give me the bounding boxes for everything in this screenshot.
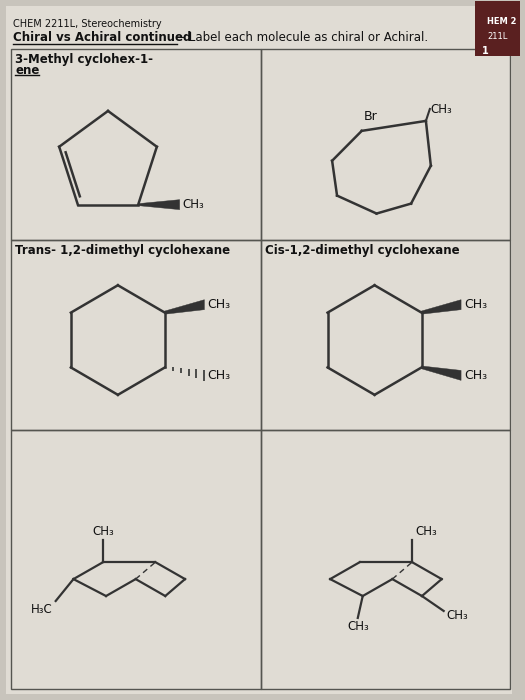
Text: CHEM 2211L, Stereochemistry: CHEM 2211L, Stereochemistry bbox=[13, 20, 162, 29]
Bar bbox=[261, 430, 510, 689]
Text: Chiral vs Achiral continued: Chiral vs Achiral continued bbox=[13, 32, 192, 44]
Text: 211L: 211L bbox=[487, 32, 508, 41]
Text: H₃C: H₃C bbox=[31, 603, 52, 616]
Polygon shape bbox=[138, 199, 180, 209]
Text: HEM 2: HEM 2 bbox=[487, 17, 517, 26]
Text: - Label each molecule as chiral or Achiral.: - Label each molecule as chiral or Achir… bbox=[177, 32, 428, 44]
Text: CH₃: CH₃ bbox=[464, 298, 487, 312]
Text: 1: 1 bbox=[482, 46, 489, 56]
Text: CH₃: CH₃ bbox=[347, 620, 369, 633]
Polygon shape bbox=[421, 366, 461, 380]
Polygon shape bbox=[164, 300, 204, 314]
Bar bbox=[261, 49, 510, 240]
Text: Br: Br bbox=[364, 110, 377, 123]
Polygon shape bbox=[475, 1, 520, 56]
Polygon shape bbox=[421, 300, 461, 314]
Text: CH₃: CH₃ bbox=[207, 369, 230, 382]
Text: CH₃: CH₃ bbox=[447, 609, 468, 622]
Text: Trans- 1,2-dimethyl cyclohexane: Trans- 1,2-dimethyl cyclohexane bbox=[15, 244, 230, 258]
Text: 3-Methyl cyclohex-1-: 3-Methyl cyclohex-1- bbox=[15, 53, 153, 66]
Text: Cis-1,2-dimethyl cyclohexane: Cis-1,2-dimethyl cyclohexane bbox=[265, 244, 459, 258]
Text: CH₃: CH₃ bbox=[415, 525, 437, 538]
Text: CH₃: CH₃ bbox=[431, 103, 453, 116]
Text: CH₃: CH₃ bbox=[92, 525, 114, 538]
Text: ene: ene bbox=[15, 64, 39, 77]
Text: CH₃: CH₃ bbox=[464, 369, 487, 382]
Bar bbox=[11, 430, 261, 689]
Bar bbox=[11, 49, 261, 240]
Bar bbox=[11, 240, 261, 430]
Text: CH₃: CH₃ bbox=[183, 198, 204, 211]
Bar bbox=[261, 240, 510, 430]
Text: CH₃: CH₃ bbox=[207, 298, 230, 312]
